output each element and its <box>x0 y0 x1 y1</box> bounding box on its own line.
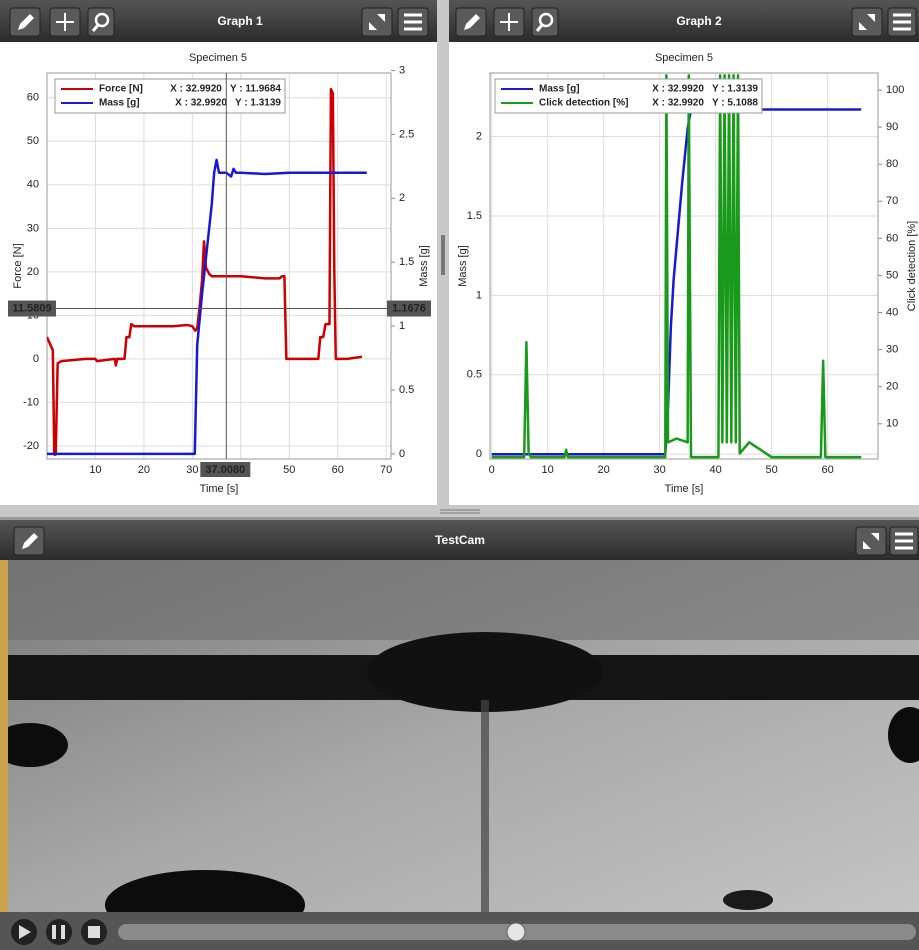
camera-surface <box>8 560 919 640</box>
pause-button[interactable] <box>46 919 72 945</box>
chart-title: Specimen 5 <box>655 52 713 64</box>
seek-knob[interactable] <box>507 923 525 941</box>
y2-axis-label: Mass [g] <box>418 245 430 287</box>
y-axis-label: Mass [g] <box>457 245 469 287</box>
zoom-button[interactable] <box>532 8 558 36</box>
x-axis-label: Time [s] <box>665 483 704 495</box>
legend-readout: X : 32.9920 Y : 5.1088 <box>652 98 758 109</box>
legend-readout: X : 32.9920 Y : 11.9684 <box>170 84 281 95</box>
graph-panel <box>0 0 437 505</box>
x-tick-label: 60 <box>821 464 833 476</box>
y-tick-label: 0 <box>476 448 482 460</box>
legend-label: Mass [g] <box>539 84 580 95</box>
x-tick-label: 50 <box>283 464 295 476</box>
maximize-button[interactable] <box>856 527 886 555</box>
camera-line <box>481 700 489 912</box>
legend-readout: X : 32.9920 Y : 1.3139 <box>652 84 758 95</box>
y2-tick-label: 20 <box>886 381 898 393</box>
x-tick-label: 10 <box>542 464 554 476</box>
legend-readout: X : 32.9920 Y : 1.3139 <box>175 98 281 109</box>
legend-label: Mass [g] <box>99 98 140 109</box>
x-tick-label: 40 <box>710 464 722 476</box>
y2-tick-label: 30 <box>886 344 898 356</box>
y2-tick-label: 50 <box>886 269 898 281</box>
x-tick-label: 50 <box>765 464 777 476</box>
cursor-y2-label: 1.1676 <box>392 302 426 314</box>
y2-tick-label: 3 <box>399 64 405 76</box>
camera-image <box>0 560 919 940</box>
chart-title: Specimen 5 <box>189 52 247 64</box>
y-tick-label: 0.5 <box>467 369 482 381</box>
y2-tick-label: 40 <box>886 306 898 318</box>
app-window: Graph 1 Graph 2 TestCam <box>0 0 919 950</box>
y-tick-label: 1.5 <box>467 210 482 222</box>
maximize-button[interactable] <box>852 8 882 36</box>
legend-label: Force [N] <box>99 84 143 95</box>
y-tick-label: 20 <box>27 266 39 278</box>
x-tick-label: 60 <box>332 464 344 476</box>
y2-tick-label: 90 <box>886 121 898 133</box>
y-axis-label: Force [N] <box>12 243 24 288</box>
y-tick-label: 30 <box>27 222 39 234</box>
splitter[interactable] <box>0 505 919 517</box>
maximize-button[interactable] <box>362 8 392 36</box>
y-tick-label: 40 <box>27 179 39 191</box>
y-tick-label: 50 <box>27 135 39 147</box>
x-tick-label: 0 <box>489 464 495 476</box>
y-tick-label: 2 <box>476 130 482 142</box>
y2-tick-label: 2 <box>399 192 405 204</box>
y-tick-label: -10 <box>23 396 39 408</box>
frame-edge <box>0 560 8 912</box>
x-tick-label: 20 <box>138 464 150 476</box>
y-tick-label: 1 <box>476 289 482 301</box>
panel-title: TestCam <box>435 533 485 547</box>
y-tick-label: 0 <box>33 353 39 365</box>
zoom-button[interactable] <box>88 8 114 36</box>
y2-tick-label: 10 <box>886 418 898 430</box>
stop-icon <box>88 926 100 938</box>
y2-tick-label: 1 <box>399 320 405 332</box>
x-tick-label: 10 <box>89 464 101 476</box>
splitter-handle[interactable] <box>441 235 445 275</box>
panel-title: Graph 2 <box>676 14 722 28</box>
y2-tick-label: 1.5 <box>399 256 414 268</box>
x-tick-label: 20 <box>598 464 610 476</box>
y2-axis-label: Click detection [%] <box>906 221 918 311</box>
cursor-x-label: 37.0080 <box>205 464 245 476</box>
y2-tick-label: 0 <box>399 448 405 460</box>
y2-tick-label: 100 <box>886 84 904 96</box>
x-tick-label: 30 <box>654 464 666 476</box>
x-axis-label: Time [s] <box>200 483 239 495</box>
y-tick-label: -20 <box>23 440 39 452</box>
cursor-y-label: 11.5809 <box>12 302 51 314</box>
graph-panel <box>449 0 919 505</box>
y2-tick-label: 70 <box>886 195 898 207</box>
camera-hole <box>723 890 773 910</box>
y2-tick-label: 60 <box>886 232 898 244</box>
y2-tick-label: 2.5 <box>399 128 414 140</box>
x-tick-label: 30 <box>186 464 198 476</box>
y-tick-label: 60 <box>27 92 39 104</box>
y2-tick-label: 0.5 <box>399 384 414 396</box>
y2-tick-label: 80 <box>886 158 898 170</box>
legend-label: Click detection [%] <box>539 98 628 109</box>
x-tick-label: 70 <box>380 464 392 476</box>
panel-title: Graph 1 <box>217 14 263 28</box>
